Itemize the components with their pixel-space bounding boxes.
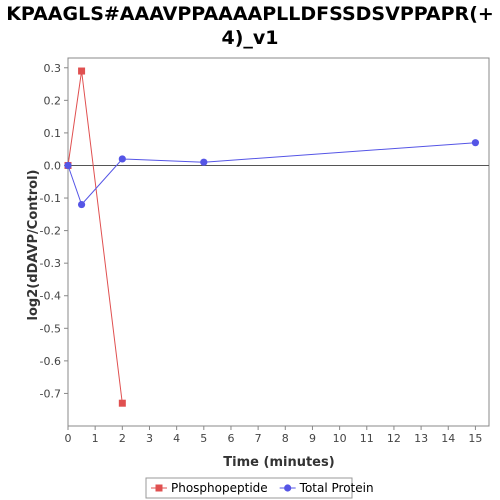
chart-title: KPAAGLS#AAAVPPAAAAPLLDFSSDSVPPAPR(+ 4)_v… (0, 2, 500, 50)
x-tick-label: 13 (414, 432, 428, 445)
x-tick-label: 5 (200, 432, 207, 445)
legend: Phosphopeptide Total Protein (145, 477, 374, 499)
series-total-protein (64, 139, 480, 209)
plot-area (67, 57, 490, 427)
x-tick-label: 11 (360, 432, 374, 445)
data-point (78, 67, 86, 75)
y-tick-label: -0.3 (40, 257, 61, 270)
x-tick-label: 1 (92, 432, 99, 445)
x-tick-label: 15 (468, 432, 482, 445)
legend-box (145, 477, 353, 499)
y-tick-label: -0.2 (40, 225, 61, 238)
x-tick-label: 2 (119, 432, 126, 445)
x-tick-label: 3 (146, 432, 153, 445)
y-tick-label: 0.1 (44, 127, 62, 140)
x-tick-label: 10 (333, 432, 347, 445)
data-point (77, 200, 86, 209)
y-tick-label: 0.0 (44, 159, 62, 172)
y-tick-label: 0.2 (44, 94, 62, 107)
y-axis-label: log2(dDAVP/Control) (26, 170, 41, 321)
legend-label: Total Protein (299, 481, 374, 495)
x-tick-label: 9 (309, 432, 316, 445)
x-tick-label: 0 (65, 432, 72, 445)
data-point (200, 158, 208, 166)
data-point (118, 399, 126, 407)
y-tick-label: -0.1 (40, 192, 61, 205)
x-tick-label: 12 (387, 432, 401, 445)
data-point (64, 161, 72, 170)
x-axis-label: Time (minutes) (223, 455, 334, 470)
y-tick-label: -0.4 (40, 290, 61, 303)
x-tick-label: 6 (227, 432, 234, 445)
y-tick-label: -0.6 (40, 355, 61, 368)
legend-square-marker-icon (155, 484, 163, 492)
x-tick-label: 8 (282, 432, 289, 445)
x-tick-label: 4 (173, 432, 180, 445)
data-point (471, 139, 480, 147)
x-tick-label: 14 (441, 432, 455, 445)
legend-circle-marker-icon (284, 484, 292, 492)
y-tick-label: 0.3 (44, 62, 62, 75)
y-tick-label: -0.5 (40, 322, 61, 335)
data-point (118, 155, 126, 163)
x-tick-label: 7 (255, 432, 262, 445)
chart-title-text: KPAAGLS#AAAVPPAAAAPLLDFSSDSVPPAPR(+ 4)_v… (6, 3, 494, 49)
y-tick-label: -0.7 (40, 387, 61, 400)
legend-label: Phosphopeptide (171, 481, 268, 495)
